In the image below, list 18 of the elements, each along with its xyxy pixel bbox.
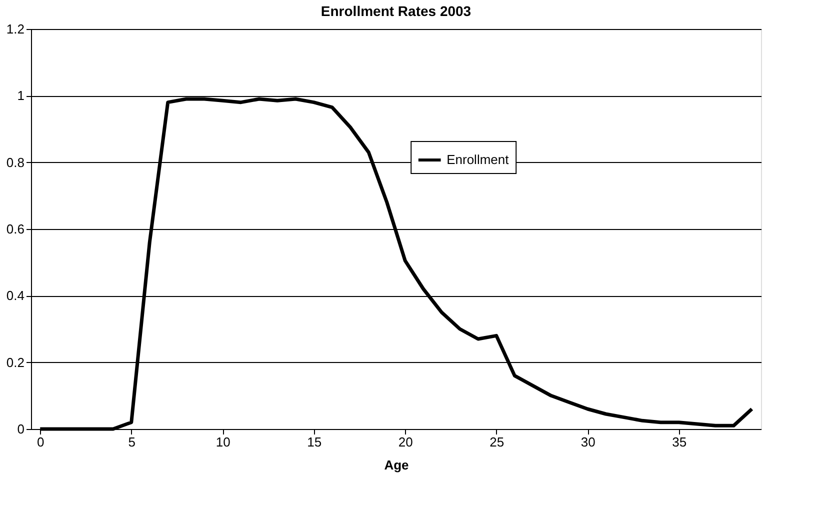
y-tick-label: 1.2 (6, 22, 24, 36)
x-tick-label: 0 (37, 434, 44, 450)
x-tick-label: 5 (128, 434, 136, 450)
y-tick-label: 0.6 (6, 222, 24, 236)
x-tick-label: 35 (672, 434, 687, 450)
x-tick-label: 10 (216, 434, 230, 450)
y-tick-label: 1 (17, 88, 24, 104)
y-tick-label: 0.2 (6, 354, 24, 370)
legend-label: Enrollment (446, 152, 510, 167)
x-tick-label: 30 (580, 434, 596, 450)
y-tick-label: 0 (17, 422, 24, 436)
x-tick-label: 25 (490, 434, 504, 450)
y-tick-label: 0.4 (6, 288, 24, 304)
x-axis-title: Age (384, 458, 409, 472)
chart-title: Enrollment Rates 2003 (320, 3, 472, 19)
x-tick-label: 20 (398, 434, 413, 450)
y-tick-label: 0.8 (6, 154, 24, 170)
x-tick-label: 15 (307, 434, 322, 450)
